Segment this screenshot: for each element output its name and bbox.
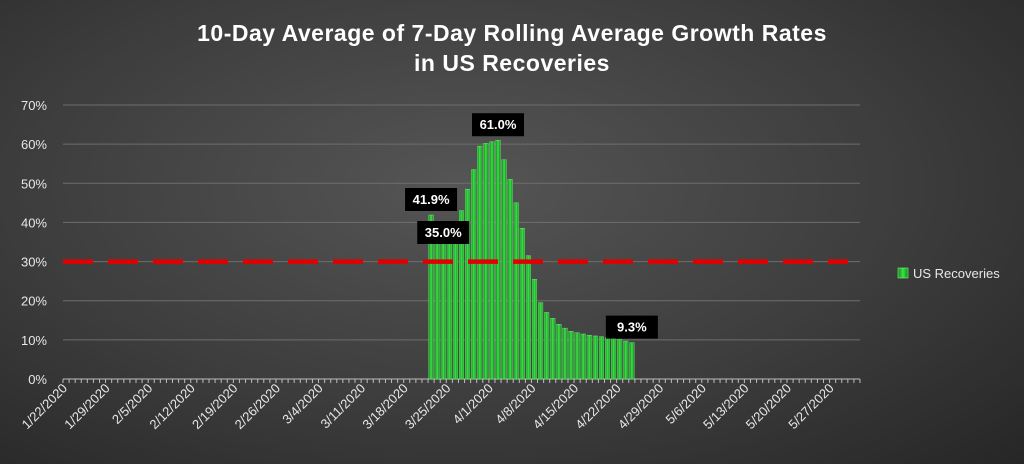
bar bbox=[446, 235, 452, 380]
bar bbox=[574, 332, 580, 380]
x-tick-label: 1/29/2020 bbox=[61, 381, 113, 433]
bar bbox=[428, 214, 434, 380]
bar bbox=[507, 179, 513, 380]
x-tick-label: 1/22/2020 bbox=[19, 381, 71, 433]
legend-swatch bbox=[897, 267, 909, 279]
y-tick-label: 0% bbox=[28, 372, 47, 387]
bar bbox=[458, 210, 465, 380]
x-tick-label: 5/13/2020 bbox=[700, 381, 752, 433]
bar bbox=[605, 337, 611, 380]
bar bbox=[629, 342, 635, 380]
data-label: 61.0% bbox=[472, 113, 525, 137]
x-tick-label: 4/29/2020 bbox=[615, 381, 667, 433]
bar bbox=[611, 338, 617, 380]
bar bbox=[592, 335, 598, 380]
y-tick-label: 70% bbox=[21, 98, 47, 113]
chart-title: 10-Day Average of 7-Day Rolling Average … bbox=[0, 18, 1024, 78]
x-tick-label: 4/22/2020 bbox=[572, 381, 624, 433]
data-label-text: 35.0% bbox=[425, 225, 462, 240]
bar bbox=[513, 202, 519, 380]
chart-title-line-1: 10-Day Average of 7-Day Rolling Average … bbox=[197, 20, 827, 46]
y-tick-label: 40% bbox=[21, 215, 47, 230]
bar bbox=[452, 226, 458, 380]
bar bbox=[550, 318, 556, 380]
x-tick-label: 5/27/2020 bbox=[785, 381, 837, 433]
bar bbox=[531, 278, 538, 380]
legend-label: US Recoveries bbox=[913, 266, 1000, 281]
bar bbox=[501, 159, 507, 380]
bar bbox=[617, 339, 623, 380]
y-tick-label: 10% bbox=[21, 333, 47, 348]
bar bbox=[544, 312, 550, 380]
y-tick-label: 30% bbox=[21, 255, 47, 270]
bar bbox=[471, 169, 477, 380]
bar bbox=[586, 334, 592, 380]
bar bbox=[538, 302, 544, 380]
chart-title-line-2: in US Recoveries bbox=[414, 50, 610, 76]
data-label: 35.0% bbox=[417, 221, 470, 244]
bar bbox=[465, 188, 471, 380]
x-tick-label: 2/12/2020 bbox=[146, 381, 198, 433]
bar bbox=[580, 333, 586, 380]
bar bbox=[556, 324, 562, 380]
data-label-box bbox=[472, 113, 525, 137]
x-tick-label: 4/1/2020 bbox=[450, 381, 496, 427]
data-label-text: 61.0% bbox=[480, 117, 517, 132]
x-tick-label: 2/19/2020 bbox=[189, 381, 241, 433]
bar bbox=[568, 331, 574, 380]
bar bbox=[525, 255, 531, 380]
x-tick-label: 2/26/2020 bbox=[232, 381, 284, 433]
data-label: 41.9% bbox=[405, 187, 458, 211]
bar bbox=[562, 327, 568, 380]
y-tick-label: 50% bbox=[21, 176, 47, 191]
data-label-text: 41.9% bbox=[413, 192, 450, 207]
data-label-text: 9.3% bbox=[617, 320, 647, 335]
data-label: 9.3% bbox=[605, 315, 658, 339]
bar bbox=[519, 228, 525, 380]
x-tick-label: 4/15/2020 bbox=[530, 381, 582, 433]
bar bbox=[434, 230, 440, 380]
data-label-box bbox=[405, 187, 458, 211]
data-label-box bbox=[417, 221, 470, 244]
data-label-box bbox=[605, 315, 658, 339]
x-tick-label: 3/18/2020 bbox=[359, 381, 411, 433]
bar bbox=[598, 336, 604, 380]
x-tick-label: 5/20/2020 bbox=[743, 381, 795, 433]
x-tick-label: 3/25/2020 bbox=[402, 381, 454, 433]
y-tick-label: 20% bbox=[21, 294, 47, 309]
bar bbox=[623, 340, 629, 380]
y-tick-label: 60% bbox=[21, 137, 47, 152]
